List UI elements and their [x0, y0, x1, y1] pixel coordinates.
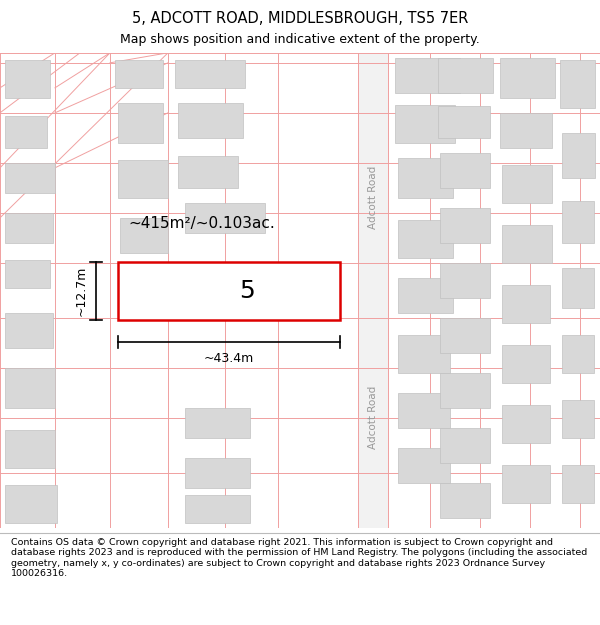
Text: ~43.4m: ~43.4m — [204, 352, 254, 365]
Bar — [118, 160, 168, 198]
Bar — [560, 60, 595, 108]
Bar — [562, 268, 594, 308]
Bar — [398, 220, 453, 258]
Bar — [5, 116, 47, 148]
Bar — [5, 368, 55, 408]
Bar — [185, 408, 250, 437]
Bar — [500, 58, 555, 98]
Text: Map shows position and indicative extent of the property.: Map shows position and indicative extent… — [120, 32, 480, 46]
Bar — [440, 482, 490, 518]
Bar — [438, 106, 490, 138]
Bar — [178, 156, 238, 188]
Bar — [562, 400, 594, 437]
Bar — [120, 217, 168, 252]
Bar — [175, 60, 245, 88]
Bar — [118, 262, 340, 320]
Text: ~415m²/~0.103ac.: ~415m²/~0.103ac. — [128, 216, 275, 231]
Bar — [5, 162, 55, 192]
Bar — [5, 312, 53, 348]
Bar — [398, 448, 450, 482]
Bar — [120, 270, 165, 308]
Bar — [562, 132, 595, 178]
Bar — [398, 392, 450, 428]
Bar — [440, 318, 490, 352]
Text: ~12.7m: ~12.7m — [75, 266, 88, 316]
Bar — [118, 102, 163, 142]
Bar — [440, 428, 490, 462]
Bar — [440, 372, 490, 408]
Bar — [115, 60, 163, 88]
Bar — [440, 208, 490, 242]
Bar — [185, 202, 265, 232]
Bar — [502, 285, 550, 322]
Text: 5, ADCOTT ROAD, MIDDLESBROUGH, TS5 7ER: 5, ADCOTT ROAD, MIDDLESBROUGH, TS5 7ER — [132, 11, 468, 26]
Text: Contains OS data © Crown copyright and database right 2021. This information is : Contains OS data © Crown copyright and d… — [11, 538, 587, 578]
Bar — [5, 430, 55, 468]
Bar — [185, 495, 250, 522]
Bar — [398, 335, 450, 372]
Bar — [398, 158, 453, 198]
Bar — [562, 201, 594, 242]
Bar — [395, 105, 455, 142]
Bar — [398, 278, 453, 312]
Bar — [5, 213, 53, 243]
Bar — [185, 458, 250, 488]
Bar — [5, 260, 50, 288]
Text: 5: 5 — [239, 279, 254, 302]
Bar — [562, 465, 594, 503]
Text: Adcott Road: Adcott Road — [368, 166, 378, 229]
Bar — [438, 58, 493, 92]
Bar — [562, 335, 594, 372]
Bar — [440, 152, 490, 188]
Bar — [358, 52, 388, 528]
Text: Adcott Road: Adcott Road — [368, 386, 378, 449]
Bar — [440, 262, 490, 298]
Bar — [502, 465, 550, 503]
Bar — [502, 165, 552, 202]
Bar — [500, 112, 552, 148]
Bar — [395, 58, 460, 92]
Bar — [5, 485, 57, 522]
Bar — [502, 345, 550, 382]
Bar — [502, 225, 552, 262]
Bar — [502, 405, 550, 442]
Bar — [178, 102, 243, 138]
Bar — [5, 60, 50, 98]
